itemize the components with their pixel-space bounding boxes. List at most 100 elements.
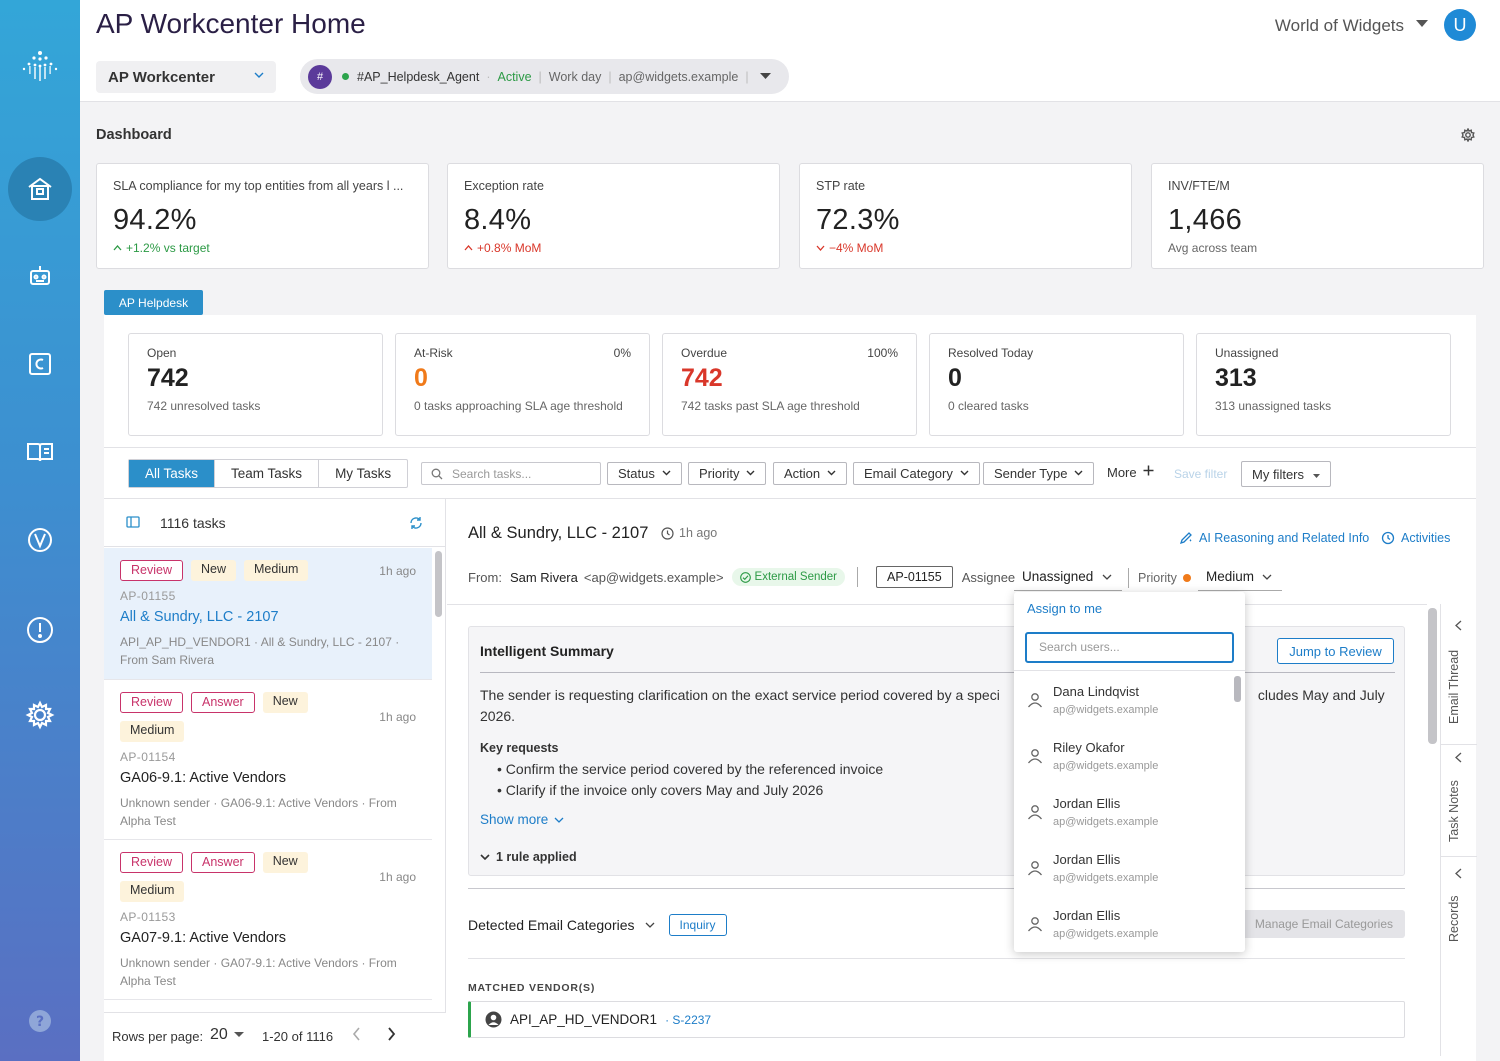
filter-action[interactable]: Action xyxy=(773,462,848,485)
badge-new: New xyxy=(262,852,308,873)
chevron-down-icon[interactable] xyxy=(759,73,771,80)
list-item: • Clarify if the invoice only covers May… xyxy=(497,782,824,798)
tab-all-tasks[interactable]: All Tasks xyxy=(129,460,216,487)
ticket-id-chip[interactable]: AP-01155 xyxy=(876,566,953,588)
assignee-dropdown-menu: Assign to me Search users... Dana Lindqv… xyxy=(1014,592,1245,952)
help-icon[interactable]: ? xyxy=(20,1001,60,1041)
assignee-select[interactable]: Unassigned xyxy=(1014,563,1122,591)
user-option[interactable]: Jordan Ellis ap@widgets.example xyxy=(1027,908,1227,952)
kpi-card-sla[interactable]: SLA compliance for my top entities from … xyxy=(96,163,429,269)
user-list-scrollbar[interactable] xyxy=(1234,676,1241,702)
kpi-label: INV/FTE/M xyxy=(1168,179,1230,193)
agent-status: Active xyxy=(497,69,532,84)
agent-status-pill[interactable]: # #AP_Helpdesk_Agent · Active | Work day… xyxy=(300,59,789,94)
side-tab-records[interactable]: Records xyxy=(1441,856,1477,956)
filter-status[interactable]: Status xyxy=(607,462,682,485)
robot-icon[interactable] xyxy=(20,256,60,296)
user-name: Riley Okafor xyxy=(1053,740,1125,755)
stat-card-open[interactable]: Open 742 742 unresolved tasks xyxy=(128,333,383,436)
org-switcher-label[interactable]: World of Widgets xyxy=(1274,16,1404,35)
user-option[interactable]: Jordan Ellis ap@widgets.example xyxy=(1027,796,1227,840)
rules-applied-toggle[interactable]: 1 rule applied xyxy=(480,850,577,864)
rows-per-page-select[interactable]: 20 xyxy=(210,1026,244,1044)
page-range: 1-20 of 1116 xyxy=(262,1029,334,1044)
priority-select[interactable]: Medium xyxy=(1198,563,1282,591)
stat-label: At-Risk xyxy=(414,346,453,360)
task-row[interactable]: Review Answer New Medium 1h ago AP-01154… xyxy=(104,680,432,840)
settings-icon[interactable] xyxy=(20,695,60,735)
next-page-icon[interactable] xyxy=(387,1027,396,1041)
home-icon[interactable] xyxy=(20,169,60,209)
user-option[interactable]: Dana Lindqvist ap@widgets.example xyxy=(1027,684,1227,728)
filter-priority[interactable]: Priority xyxy=(688,462,767,485)
kpi-card-stp-rate[interactable]: STP rate 72.3% −4% MoM xyxy=(799,163,1132,269)
activities-link[interactable]: Activities xyxy=(1381,531,1450,545)
external-sender-badge: External Sender xyxy=(731,568,846,586)
more-filters-button[interactable]: More xyxy=(1107,465,1154,480)
save-filter-button[interactable]: Save filter xyxy=(1174,467,1228,481)
workspace-select[interactable]: AP Workcenter xyxy=(96,61,276,93)
filter-label: Status xyxy=(618,466,655,481)
detail-scrollbar[interactable] xyxy=(1428,608,1437,744)
user-name: Jordan Ellis xyxy=(1053,908,1121,923)
badge-priority: Medium xyxy=(120,881,185,902)
badge-answer: Answer xyxy=(191,692,255,713)
vendor-id: · S-2237 xyxy=(665,1012,712,1027)
user-email: ap@widgets.example xyxy=(1053,704,1159,716)
kpi-delta: Avg across team xyxy=(1168,241,1258,255)
manage-email-categories-button[interactable]: Manage Email Categories xyxy=(1236,910,1405,938)
user-option[interactable]: Jordan Ellis ap@widgets.example xyxy=(1027,852,1227,896)
show-more-link[interactable]: Show more xyxy=(480,812,564,827)
kpi-card-exception-rate[interactable]: Exception rate 8.4% +0.8% MoM xyxy=(447,163,780,269)
jump-to-review-button[interactable]: Jump to Review xyxy=(1277,638,1394,664)
side-tab-email-thread[interactable]: Email Thread xyxy=(1441,604,1477,745)
search-input[interactable]: Search tasks... xyxy=(421,462,601,485)
chevron-down-icon[interactable] xyxy=(1416,20,1428,28)
task-list-scrollbar[interactable] xyxy=(435,551,442,617)
alert-icon[interactable] xyxy=(20,610,60,650)
helpdesk-tab[interactable]: AP Helpdesk xyxy=(104,290,203,315)
matched-vendor-row[interactable]: API_AP_HD_VENDOR1 · S-2237 xyxy=(468,1001,1405,1038)
task-row[interactable]: Review New Medium 1h ago AP-01155 All & … xyxy=(104,548,432,680)
my-filters-select[interactable]: My filters xyxy=(1241,461,1331,487)
book-icon[interactable] xyxy=(20,432,60,472)
filter-email-category[interactable]: Email Category xyxy=(853,462,980,485)
user-email: ap@widgets.example xyxy=(1053,816,1159,828)
filter-sender-type[interactable]: Sender Type xyxy=(983,462,1095,485)
user-option[interactable]: Riley Okafor ap@widgets.example xyxy=(1027,740,1227,784)
logo-icon[interactable] xyxy=(20,47,60,87)
gear-icon[interactable] xyxy=(1461,128,1475,142)
kpi-label: STP rate xyxy=(816,179,866,193)
stat-card-resolved-today[interactable]: Resolved Today 0 0 cleared tasks xyxy=(929,333,1184,436)
collapse-panel-icon[interactable] xyxy=(126,516,140,528)
rows-per-page-value: 20 xyxy=(210,1026,228,1043)
intelligent-summary-card: Intelligent Summary Jump to Review The s… xyxy=(468,626,1405,876)
stat-card-at-risk[interactable]: At-Risk 0% 0 0 tasks approaching SLA age… xyxy=(395,333,650,436)
badge-new: New xyxy=(262,692,308,713)
person-icon xyxy=(1027,917,1043,932)
detail-title: All & Sundry, LLC - 2107 xyxy=(468,524,649,542)
refresh-icon[interactable] xyxy=(409,516,423,530)
assign-to-me-option[interactable]: Assign to me xyxy=(1027,601,1103,616)
ai-reasoning-link[interactable]: AI Reasoning and Related Info xyxy=(1179,531,1369,545)
left-nav-rail: ? xyxy=(0,0,80,1061)
stat-percent: 0% xyxy=(613,346,631,360)
tab-team-tasks[interactable]: Team Tasks xyxy=(215,460,320,487)
tab-my-tasks[interactable]: My Tasks xyxy=(335,466,392,481)
vendor-icon[interactable] xyxy=(20,520,60,560)
avatar[interactable]: U xyxy=(1444,9,1476,41)
kpi-card-inv-fte[interactable]: INV/FTE/M 1,466 Avg across team xyxy=(1151,163,1484,269)
task-row[interactable]: Review Answer New Medium 1h ago AP-01153… xyxy=(104,840,432,1000)
chevron-down-icon[interactable] xyxy=(645,922,655,928)
connector-icon[interactable] xyxy=(20,344,60,384)
stat-card-unassigned[interactable]: Unassigned 313 313 unassigned tasks xyxy=(1196,333,1451,436)
prev-page-icon[interactable] xyxy=(352,1027,361,1041)
badge-review: Review xyxy=(120,560,183,581)
side-tab-task-notes[interactable]: Task Notes xyxy=(1441,744,1477,857)
chevron-down-icon xyxy=(746,470,755,476)
agent-name: #AP_Helpdesk_Agent xyxy=(357,69,480,84)
user-search-input[interactable]: Search users... xyxy=(1025,632,1234,663)
stat-card-overdue[interactable]: Overdue 100% 742 742 tasks past SLA age … xyxy=(662,333,917,436)
stat-subtext: 313 unassigned tasks xyxy=(1215,399,1332,413)
task-badges: Review Answer New Medium xyxy=(120,852,350,902)
